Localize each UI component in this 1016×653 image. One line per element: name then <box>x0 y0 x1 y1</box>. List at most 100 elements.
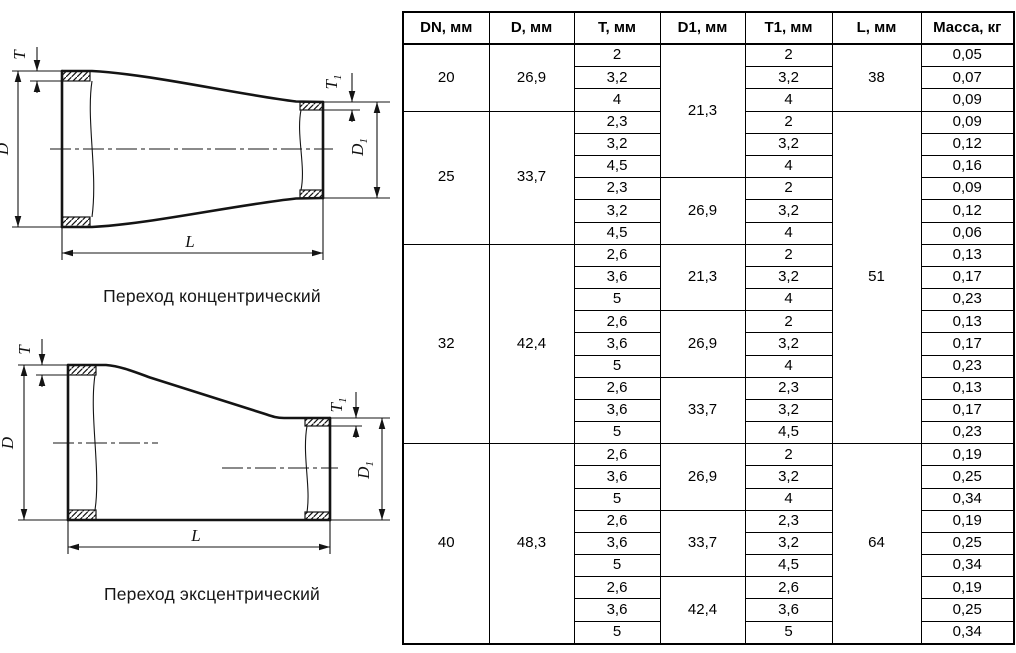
table-cell: 3,6 <box>573 398 661 423</box>
table-cell: 0,09 <box>920 177 1015 201</box>
table-row: 3,6 3,2 0,17 <box>403 398 1015 423</box>
table-row: 20 26,9 2 21,3 2 38 0,05 <box>402 43 1015 179</box>
table-row: 2,6 26,9 2 0,13 <box>403 310 1015 378</box>
table-row: 2,3 26,9 2 0,09 <box>403 177 1015 245</box>
table-cell: 2,6 <box>573 310 661 334</box>
table-cell: 4,5 <box>573 154 661 179</box>
table-cell: 38 <box>831 43 922 112</box>
table-cell: 0,13 <box>920 243 1015 267</box>
table-cell: 26,9 <box>488 43 575 112</box>
table-cell: 3,2 <box>744 398 833 423</box>
dim-label-d1: D1 <box>354 461 376 480</box>
table-cell: 0,34 <box>920 487 1015 511</box>
table-cell: 2,3 <box>573 177 661 201</box>
table-cell: 51 <box>831 110 922 445</box>
table-cell: 2 <box>744 443 833 467</box>
table-cell: 0,13 <box>920 376 1015 400</box>
hatched-wall-section <box>299 101 324 111</box>
column-header: DN, мм <box>402 11 490 45</box>
table-cell: 2,6 <box>573 576 661 600</box>
table-row: 4,5 4 0,16 <box>403 154 1015 179</box>
dim-label-d: D <box>0 436 17 450</box>
eccentric-caption: Переход эксцентрический <box>103 584 321 604</box>
hatched-wall-section <box>67 509 97 521</box>
table-row: 3,6 3,2 0,25 <box>403 531 1015 556</box>
concentric-reducer-drawing: T D T1 D1 L <box>0 47 390 260</box>
table-row: 4 4 0,09 <box>403 88 1015 112</box>
table-cell: 2,6 <box>573 376 661 400</box>
table-cell: 2 <box>744 43 833 68</box>
eccentric-reducer-drawing: T D T1 D1 L <box>0 339 390 554</box>
table-cell: 0,23 <box>920 421 1015 445</box>
column-header: D1, мм <box>659 11 746 45</box>
table-cell: 26,9 <box>659 177 746 245</box>
table-cell: 0,25 <box>920 598 1015 622</box>
table-cell: 2,6 <box>573 443 661 467</box>
table-cell: 21,3 <box>659 43 746 179</box>
table-cell: 5 <box>573 620 661 645</box>
table-cell: 4,5 <box>744 554 833 578</box>
table-body: 20 26,9 2 21,3 2 38 0,05 3,2 3,2 0,07 4 4 0,09 25 33,7… <box>402 43 1015 645</box>
table-cell: 42,4 <box>488 243 575 445</box>
table-cell: 3,6 <box>573 265 661 290</box>
table-cell: 0,17 <box>920 265 1015 290</box>
table-header-row: DN, мм D, мм T, мм D1, мм T1, мм L, мм Масса, … <box>402 11 1015 45</box>
table-cell: 0,25 <box>920 465 1015 489</box>
break-line <box>89 80 95 218</box>
table-cell: 3,2 <box>744 531 833 556</box>
table-cell: 0,23 <box>920 288 1015 312</box>
table-cell: 0,34 <box>920 554 1015 578</box>
outer-bottom-contour <box>60 196 325 229</box>
table-cell: 0,19 <box>920 443 1015 467</box>
table-cell: 2 <box>744 243 833 267</box>
table-cell: 0,19 <box>920 509 1015 533</box>
column-header: Масса, кг <box>920 11 1015 45</box>
table-cell: 3,2 <box>744 332 833 356</box>
table-row: 2,6 33,7 2,3 0,13 <box>403 376 1015 445</box>
table-cell: 2,3 <box>573 110 661 134</box>
table-cell: 0,05 <box>920 43 1015 68</box>
table-cell: 2,6 <box>573 509 661 533</box>
table-cell: 0,19 <box>920 576 1015 600</box>
table-cell: 64 <box>831 443 922 645</box>
table-cell: 40 <box>402 443 490 645</box>
table-cell: 2 <box>744 177 833 201</box>
table-cell: 0,06 <box>920 221 1015 245</box>
table-row: 5 4,5 0,34 <box>403 554 1015 578</box>
table-cell: 4 <box>744 487 833 511</box>
dim-label-d: D <box>0 142 12 156</box>
hatched-wall-section <box>67 364 97 376</box>
table-cell: 4 <box>744 88 833 112</box>
table-cell: 3,2 <box>744 132 833 156</box>
table-cell: 0,13 <box>920 310 1015 334</box>
table-cell: 3,2 <box>573 199 661 223</box>
table-cell: 3,2 <box>744 465 833 489</box>
table-cell: 33,7 <box>659 509 746 578</box>
hatched-wall-section <box>304 511 331 521</box>
column-header: D, мм <box>488 11 575 45</box>
table-cell: 5 <box>573 487 661 511</box>
table-cell: 20 <box>402 43 490 112</box>
hatched-wall-section <box>61 70 91 82</box>
table-cell: 3,6 <box>573 531 661 556</box>
table-cell: 33,7 <box>659 376 746 445</box>
table-cell: 21,3 <box>659 243 746 312</box>
table-cell: 5 <box>573 288 661 312</box>
table-cell: 25 <box>402 110 490 245</box>
table-cell: 2 <box>573 43 661 68</box>
table-cell: 0,12 <box>920 199 1015 223</box>
table-cell: 32 <box>402 243 490 445</box>
table-cell: 0,17 <box>920 332 1015 356</box>
break-line <box>92 374 98 511</box>
table-cell: 4,5 <box>744 421 833 445</box>
hatched-wall-section <box>299 189 324 199</box>
column-header: T, мм <box>573 11 661 45</box>
table-cell: 26,9 <box>659 443 746 511</box>
table-cell: 3,2 <box>573 132 661 156</box>
table-row: 32 42,4 2,6 21,3 2 0,13 <box>402 243 1015 445</box>
table-cell: 0,34 <box>920 620 1015 645</box>
concentric-caption: Переход концентрический <box>103 286 321 306</box>
dim-label-t: T <box>15 344 34 355</box>
table-cell: 0,16 <box>920 154 1015 179</box>
